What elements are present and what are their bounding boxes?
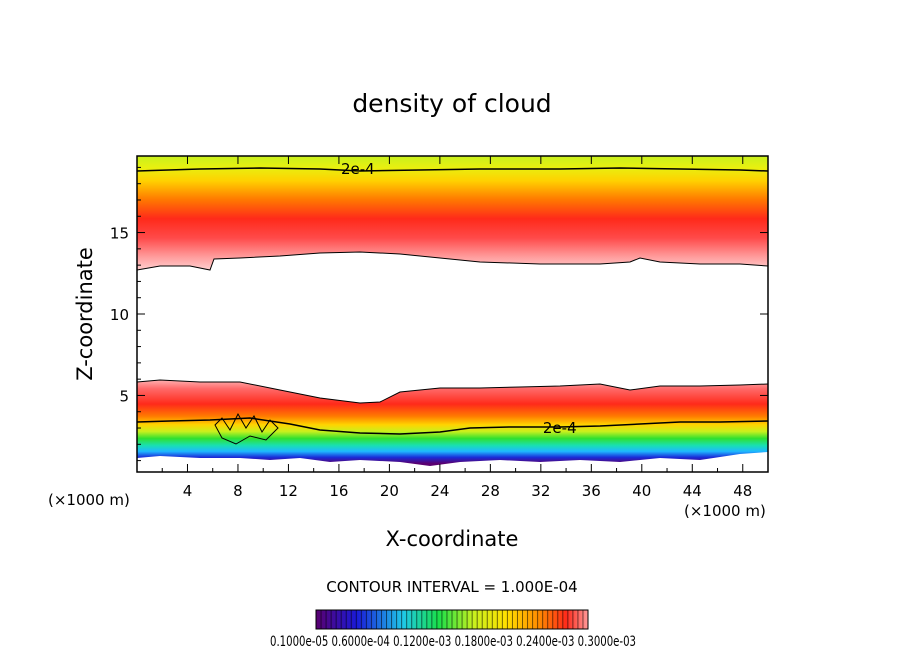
lower-band-edge [137, 379, 768, 404]
x-unit-right: (×1000 m) [684, 502, 766, 520]
contour-interval: CONTOUR INTERVAL = 1.000E-04 [326, 578, 577, 596]
x-tick-label: 8 [233, 482, 243, 500]
x-tick-label: 44 [683, 482, 702, 500]
x-tick-label: 20 [380, 482, 399, 500]
y-tick-label: 10 [110, 306, 129, 324]
x-axis-label: X-coordinate [386, 527, 519, 551]
upper-band-edge [137, 251, 768, 271]
x-tick-label: 12 [279, 482, 298, 500]
x-unit-left: (×1000 m) [48, 491, 130, 509]
x-tick-label: 4 [183, 482, 193, 500]
y-tick-label: 15 [110, 225, 129, 243]
x-tick-label: 16 [329, 482, 348, 500]
x-tick-label: 48 [733, 482, 752, 500]
contour-label: 2e-4 [543, 419, 577, 437]
field-layer [137, 156, 768, 472]
colorbar-labels: 0.1000e-05 0.6000e-04 0.1200e-03 0.1800e… [270, 634, 636, 650]
turbulence-contour [214, 412, 279, 445]
upper-cloud-band [137, 156, 768, 270]
colorbar-ticks [315, 610, 589, 629]
x-tick-label: 28 [481, 482, 500, 500]
x-tick-label: 32 [531, 482, 550, 500]
y-tick-label: 5 [119, 387, 129, 405]
contour-labels: 2e-4 2e-4 [341, 160, 577, 437]
contour-label: 2e-4 [341, 160, 375, 178]
chart-title: density of cloud [352, 89, 551, 118]
y-axis-label: Z-coordinate [73, 247, 97, 381]
x-ticks: 4 8 12 16 20 24 28 32 36 40 44 48 [161, 156, 752, 500]
y-ticks: 5 10 15 [110, 166, 768, 462]
x-tick-label: 24 [430, 482, 449, 500]
x-tick-label: 40 [632, 482, 651, 500]
lower-cloud-band [137, 380, 768, 466]
x-tick-label: 36 [582, 482, 601, 500]
lower-contour-line [137, 417, 768, 435]
upper-contour-line [137, 167, 768, 172]
